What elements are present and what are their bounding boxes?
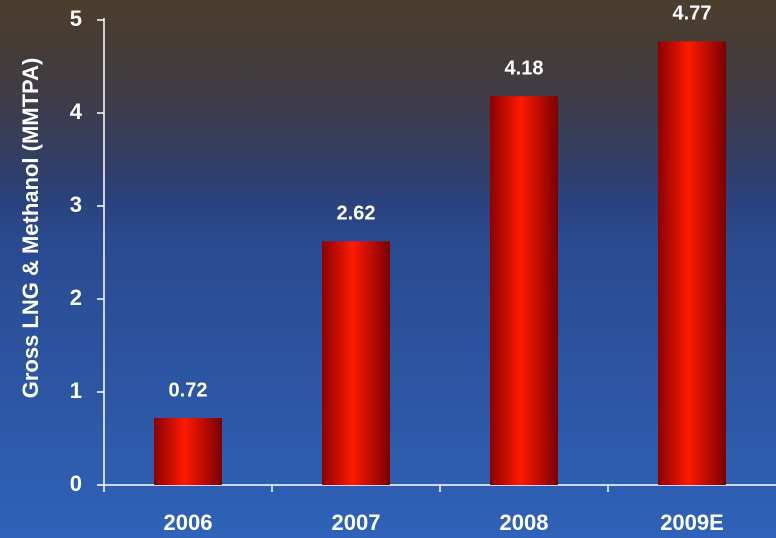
y-tick-label: 2 xyxy=(70,285,82,310)
y-tick-label: 4 xyxy=(70,99,83,124)
bar xyxy=(322,241,390,485)
y-tick-label: 5 xyxy=(70,6,82,31)
bar xyxy=(658,41,726,485)
bar xyxy=(154,418,222,485)
x-tick-label: 2006 xyxy=(164,510,213,535)
y-tick-label: 3 xyxy=(70,192,82,217)
value-label: 4.77 xyxy=(673,3,712,25)
value-label: 0.72 xyxy=(169,379,208,401)
y-axis-label: Gross LNG & Methanol (MMTPA) xyxy=(18,58,43,399)
y-tick-label: 1 xyxy=(70,378,82,403)
x-tick-label: 2009E xyxy=(660,510,724,535)
y-tick-label: 0 xyxy=(70,471,82,496)
bar xyxy=(490,96,558,485)
x-tick-label: 2007 xyxy=(332,510,381,535)
background-glow xyxy=(0,0,776,200)
value-label: 2.62 xyxy=(337,203,376,225)
x-tick-label: 2008 xyxy=(500,510,549,535)
value-label: 4.18 xyxy=(505,58,544,80)
